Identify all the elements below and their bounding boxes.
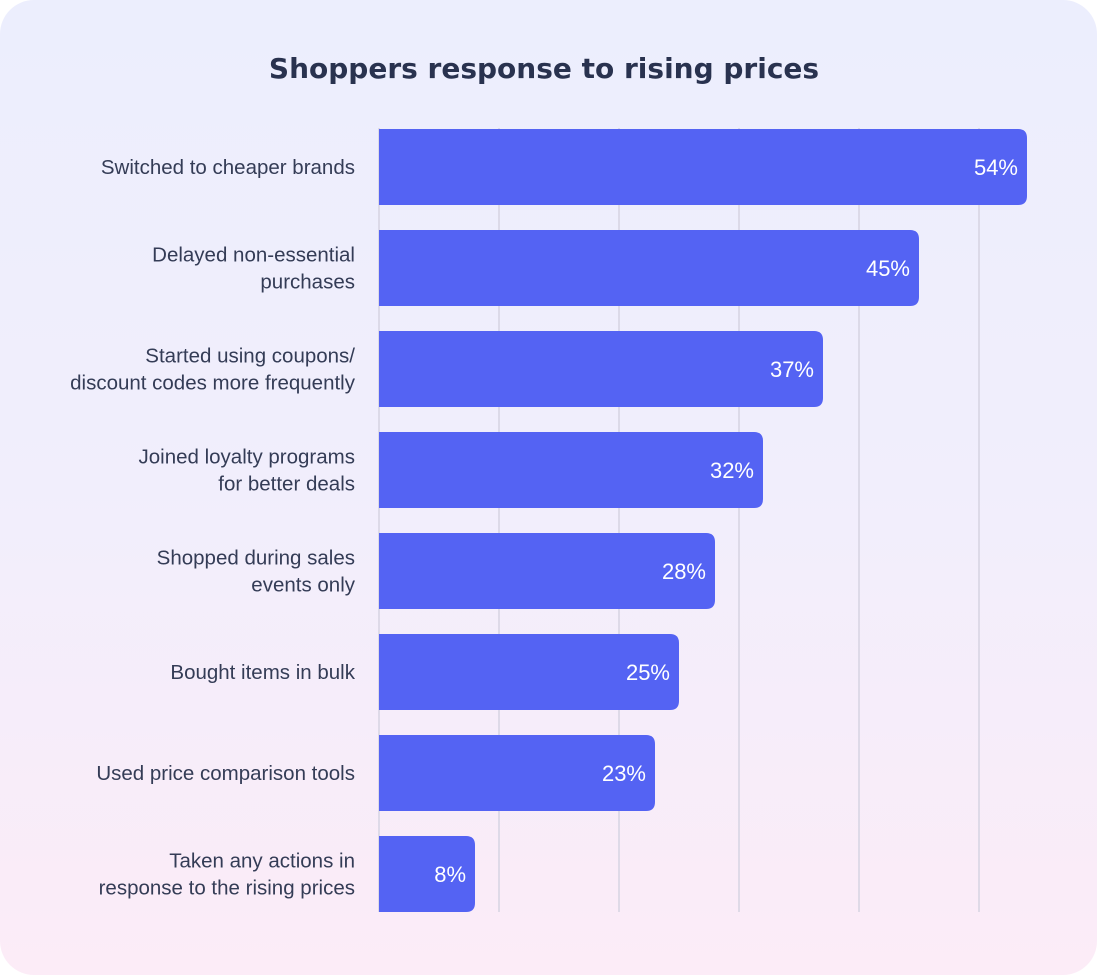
bar-value-label: 45% xyxy=(866,256,910,281)
bar xyxy=(379,230,919,306)
bar xyxy=(379,129,1027,205)
bar-value-label: 25% xyxy=(626,660,670,685)
bar-value-label: 32% xyxy=(710,458,754,483)
category-label: Bought items in bulk xyxy=(170,661,355,684)
category-label: Shopped during sales events only xyxy=(157,547,356,597)
category-label: Delayed non-essential purchases xyxy=(152,244,355,294)
bar xyxy=(379,533,715,609)
bar xyxy=(379,331,823,407)
bar-value-label: 28% xyxy=(662,559,706,584)
category-label: Started using coupons/discount codes mor… xyxy=(70,345,356,395)
category-label: Used price comparison tools xyxy=(96,762,355,785)
category-label: Taken any actions in response to the risi… xyxy=(99,850,355,900)
bar xyxy=(379,432,763,508)
bar-value-label: 23% xyxy=(602,761,646,786)
bar-value-label: 8% xyxy=(434,862,466,887)
bar xyxy=(379,836,475,912)
bar xyxy=(379,634,679,710)
bar xyxy=(379,735,655,811)
category-label: Switched to cheaper brands xyxy=(101,156,355,179)
chart-title: Shoppers response to rising prices xyxy=(269,52,819,85)
category-label: Joined loyalty programs for better deals xyxy=(139,446,356,496)
bar-value-label: 54% xyxy=(974,155,1018,180)
bars: 54% Switched to cheaper brands 45% Delayed … xyxy=(70,129,1027,912)
bar-value-label: 37% xyxy=(770,357,814,382)
